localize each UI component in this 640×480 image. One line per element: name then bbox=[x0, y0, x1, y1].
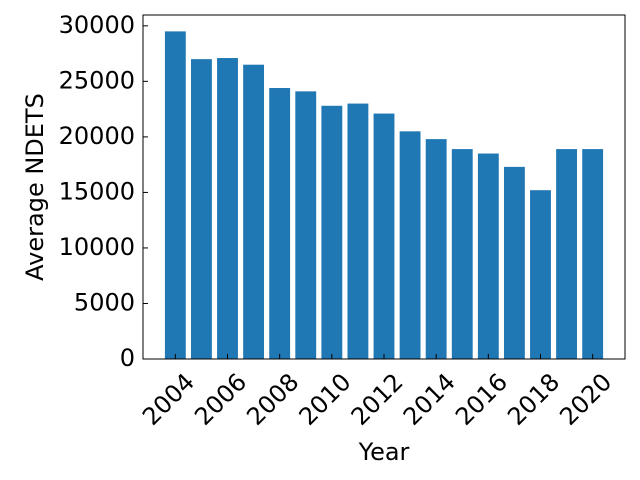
x-axis-label: Year bbox=[358, 438, 410, 466]
bar bbox=[295, 91, 317, 359]
bar bbox=[347, 103, 369, 359]
y-tick-label: 5000 bbox=[74, 288, 135, 316]
bar bbox=[269, 88, 291, 360]
bar bbox=[425, 139, 447, 359]
y-tick-label: 0 bbox=[120, 344, 135, 372]
y-tick-label: 15000 bbox=[59, 177, 135, 205]
x-tick-label: 2020 bbox=[554, 368, 617, 431]
x-tick-label: 2016 bbox=[450, 368, 513, 431]
y-tick-label: 10000 bbox=[59, 233, 135, 261]
bar bbox=[243, 64, 265, 359]
bar bbox=[164, 31, 186, 360]
bar bbox=[556, 149, 578, 359]
bar bbox=[477, 153, 499, 359]
bar bbox=[190, 59, 212, 360]
x-tick-label: 2004 bbox=[137, 368, 200, 431]
bar bbox=[373, 113, 395, 359]
x-tick-label: 2010 bbox=[294, 368, 357, 431]
bar bbox=[321, 105, 343, 360]
bar bbox=[451, 149, 473, 359]
bar bbox=[582, 149, 604, 359]
bar bbox=[503, 166, 525, 359]
y-tick-label: 30000 bbox=[59, 11, 135, 39]
x-tick-label: 2012 bbox=[346, 368, 409, 431]
bar bbox=[399, 131, 421, 359]
y-tick-label: 25000 bbox=[59, 66, 135, 94]
x-tick-label: 2008 bbox=[241, 368, 304, 431]
bar bbox=[217, 58, 238, 360]
x-tick-label: 2006 bbox=[189, 368, 252, 431]
x-tick-label: 2014 bbox=[398, 368, 461, 431]
y-tick-label: 20000 bbox=[59, 122, 135, 150]
y-axis-label: Average NDETS bbox=[21, 93, 49, 281]
bar bbox=[530, 190, 551, 359]
x-tick-label: 2018 bbox=[502, 368, 565, 431]
